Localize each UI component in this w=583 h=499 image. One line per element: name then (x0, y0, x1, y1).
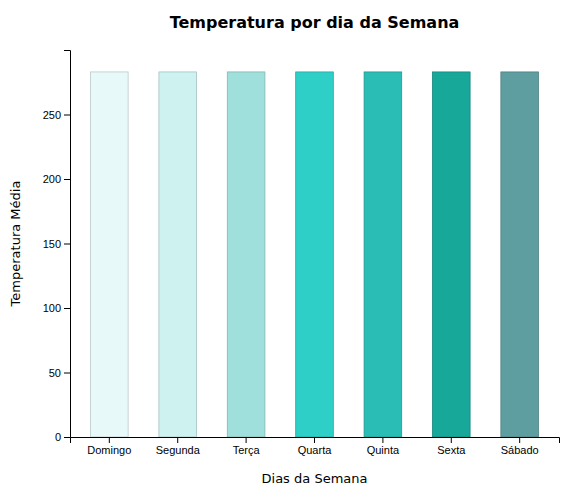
chart: 0 50 100 150 200 250 Domingo Segunda Terça Quarta… (0, 0, 583, 499)
x-tick: Quinta (367, 437, 400, 456)
y-tick: 250 (43, 109, 70, 121)
y-tick-label: 200 (43, 173, 61, 185)
y-tick: 50 (49, 367, 70, 379)
y-tick-mark (64, 437, 70, 438)
bars (91, 72, 539, 437)
x-tick-mark (382, 437, 383, 443)
y-tick: 200 (43, 173, 70, 185)
x-tick-label: Domingo (87, 444, 131, 456)
x-tick-mark (519, 437, 520, 443)
y-axis-title: Temperatura Média (8, 181, 23, 308)
bar (296, 72, 334, 437)
y-axis-line (64, 51, 71, 438)
y-tick: 150 (43, 238, 70, 250)
x-tick: Sábado (501, 437, 539, 456)
y-tick-label: 50 (49, 367, 61, 379)
x-tick-label: Segunda (156, 444, 201, 456)
y-tick-mark (64, 373, 70, 374)
x-tick: Quarta (298, 437, 333, 456)
x-tick-label: Terça (233, 444, 261, 456)
y-tick-label: 0 (55, 431, 61, 443)
y-tick-label: 100 (43, 302, 61, 314)
x-tick-mark (177, 437, 178, 443)
x-axis: Domingo Segunda Terça Quarta Quinta Sexta Sába… (71, 437, 560, 456)
x-tick-label: Quarta (298, 444, 333, 456)
title: Temperatura por dia da Semana (170, 13, 460, 32)
y-tick-mark (64, 115, 70, 116)
y-tick-label: 150 (43, 238, 61, 250)
x-axis-title: Dias da Semana (262, 471, 368, 486)
x-tick-label: Sábado (501, 444, 539, 456)
x-tick-mark (246, 437, 247, 443)
x-tick: Terça (233, 437, 261, 456)
y-tick: 0 (55, 431, 70, 443)
y-axis: 0 50 100 150 200 250 (43, 51, 71, 444)
bar (364, 72, 402, 437)
y-tick-mark (64, 179, 70, 180)
y-tick: 100 (43, 302, 70, 314)
x-axis-line (71, 438, 560, 444)
bar (159, 72, 197, 437)
y-tick-mark (64, 308, 70, 309)
x-tick-mark (314, 437, 315, 443)
y-tick-label: 250 (43, 109, 61, 121)
bar (91, 72, 129, 437)
bar (432, 72, 470, 437)
plot-area: 0 50 100 150 200 250 Domingo Segunda Terça Quarta… (43, 51, 560, 456)
x-tick-label: Sexta (437, 444, 466, 456)
x-tick: Sexta (437, 437, 466, 456)
y-tick-mark (64, 244, 70, 245)
x-tick: Domingo (87, 437, 131, 456)
bar (227, 72, 265, 437)
x-tick: Segunda (156, 437, 201, 456)
x-tick-mark (451, 437, 452, 443)
x-tick-mark (109, 437, 110, 443)
x-tick-label: Quinta (367, 444, 400, 456)
bar (501, 72, 539, 437)
